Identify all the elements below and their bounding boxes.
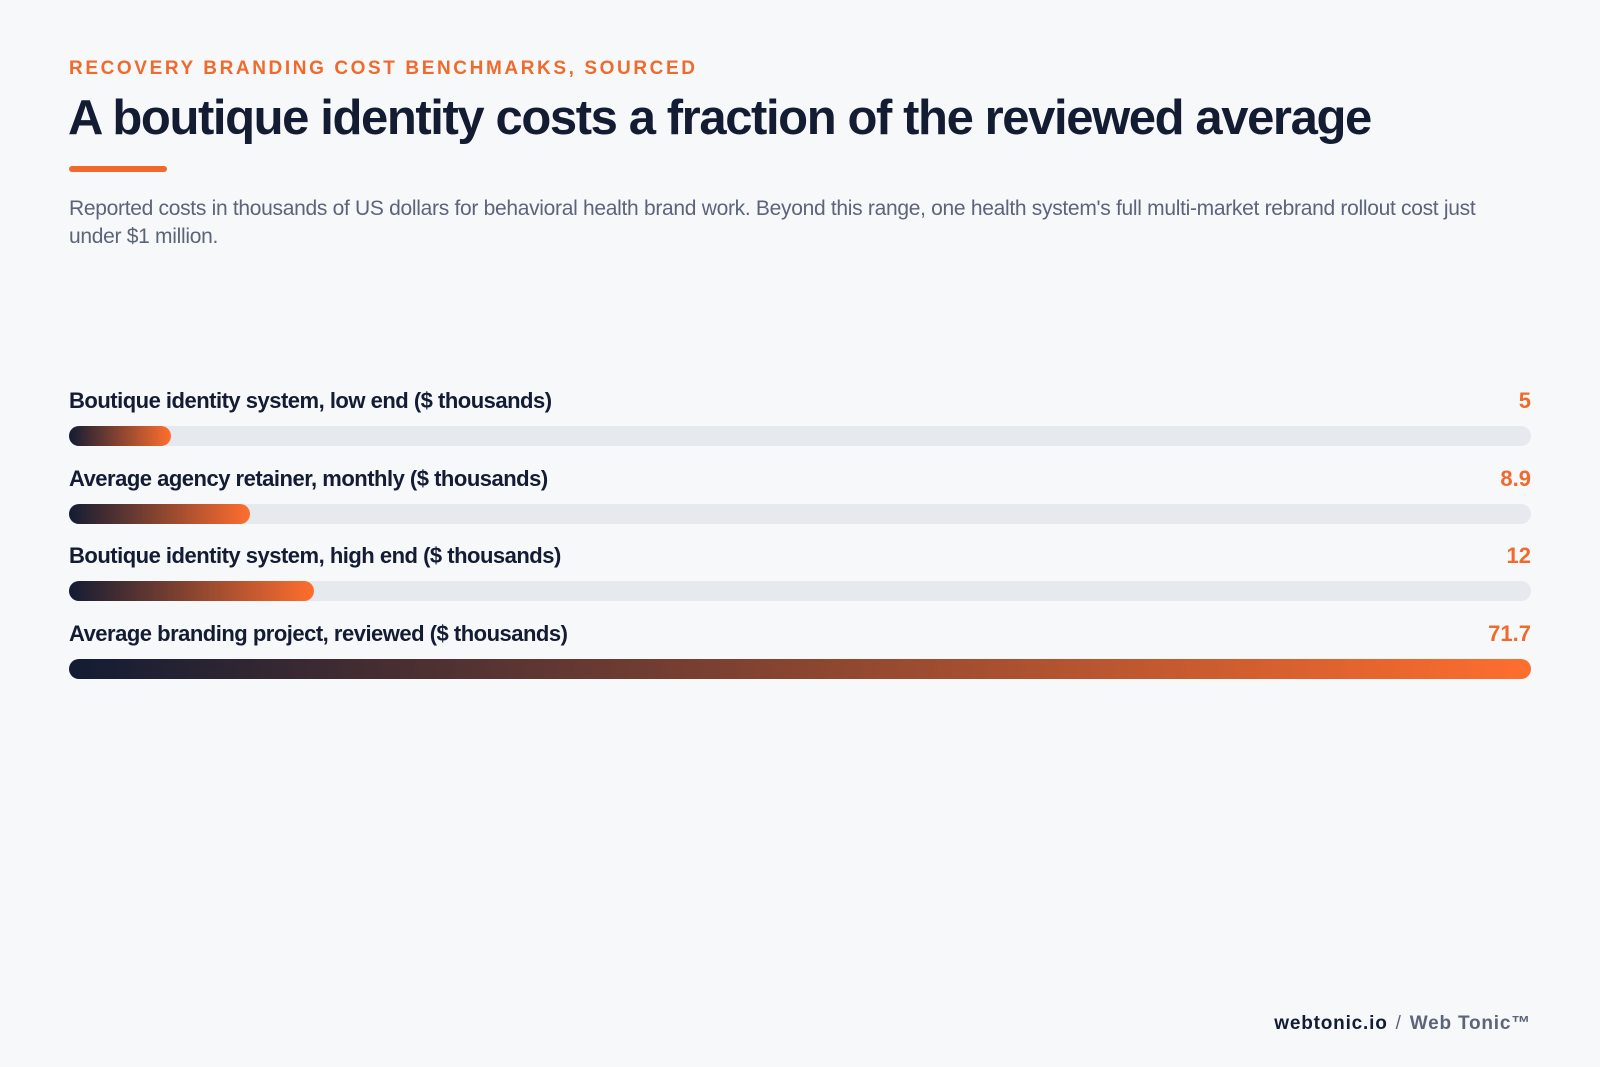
footer-brand: Web Tonic™	[1409, 1013, 1531, 1034]
bar-row: Boutique identity system, low end ($ tho…	[69, 388, 1531, 466]
footer-site: webtonic.io	[1274, 1013, 1388, 1034]
bar-row: Boutique identity system, high end ($ th…	[69, 543, 1531, 621]
bar-fill	[69, 426, 171, 446]
bar-fill	[69, 658, 1531, 679]
bar-value-label: 8.9	[1500, 465, 1531, 491]
bar-label: Average agency retainer, monthly ($ thou…	[69, 465, 548, 491]
bar-row: Average branding project, reviewed ($ th…	[69, 621, 1531, 699]
bar-chart: Boutique identity system, low end ($ tho…	[69, 388, 1531, 698]
bar-value-label: 12	[1506, 543, 1531, 568]
bar-value-label: 71.7	[1488, 620, 1531, 646]
chart-eyebrow: RECOVERY BRANDING COST BENCHMARKS, SOURC…	[69, 58, 698, 79]
bar-value-label: 5	[1518, 388, 1531, 413]
footer-credit: webtonic.io / Web Tonic™	[1274, 1013, 1531, 1035]
bar-track	[69, 426, 1531, 446]
bar-label: Boutique identity system, low end ($ tho…	[69, 388, 552, 413]
bar-fill	[69, 503, 251, 524]
bar-fill	[69, 581, 314, 601]
footer-separator: /	[1395, 1013, 1402, 1034]
bar-label: Average branding project, reviewed ($ th…	[69, 620, 568, 646]
chart-subtitle: Reported costs in thousands of US dollar…	[69, 197, 1476, 248]
title-underline-accent	[69, 166, 167, 172]
bar-track	[69, 658, 1531, 679]
bar-track	[69, 503, 1531, 524]
bar-row: Average agency retainer, monthly ($ thou…	[69, 466, 1531, 544]
bar-label: Boutique identity system, high end ($ th…	[69, 543, 561, 568]
bar-track	[69, 581, 1531, 601]
chart-title: A boutique identity costs a fraction of …	[68, 91, 1372, 145]
